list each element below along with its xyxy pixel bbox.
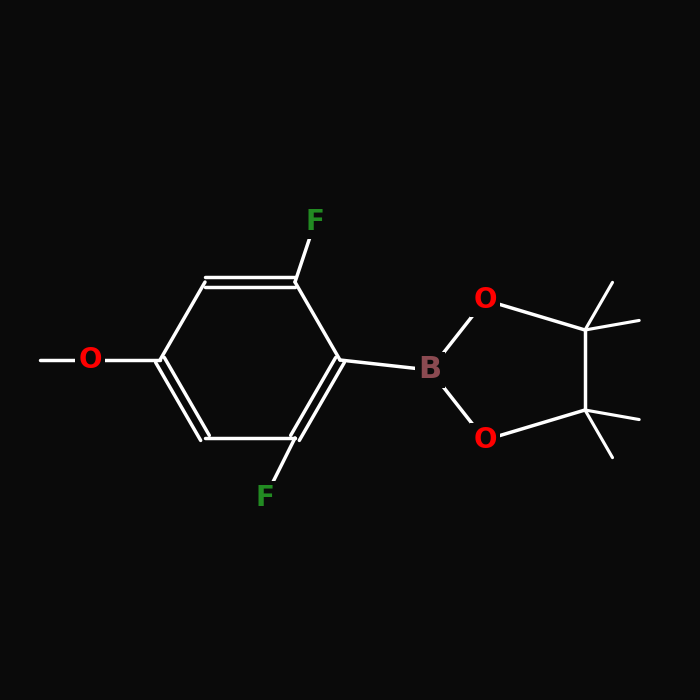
Text: F: F: [256, 484, 274, 512]
Text: O: O: [473, 426, 497, 454]
Text: B: B: [419, 356, 442, 384]
Text: F: F: [306, 208, 324, 236]
Text: O: O: [473, 286, 497, 314]
Text: O: O: [78, 346, 102, 374]
